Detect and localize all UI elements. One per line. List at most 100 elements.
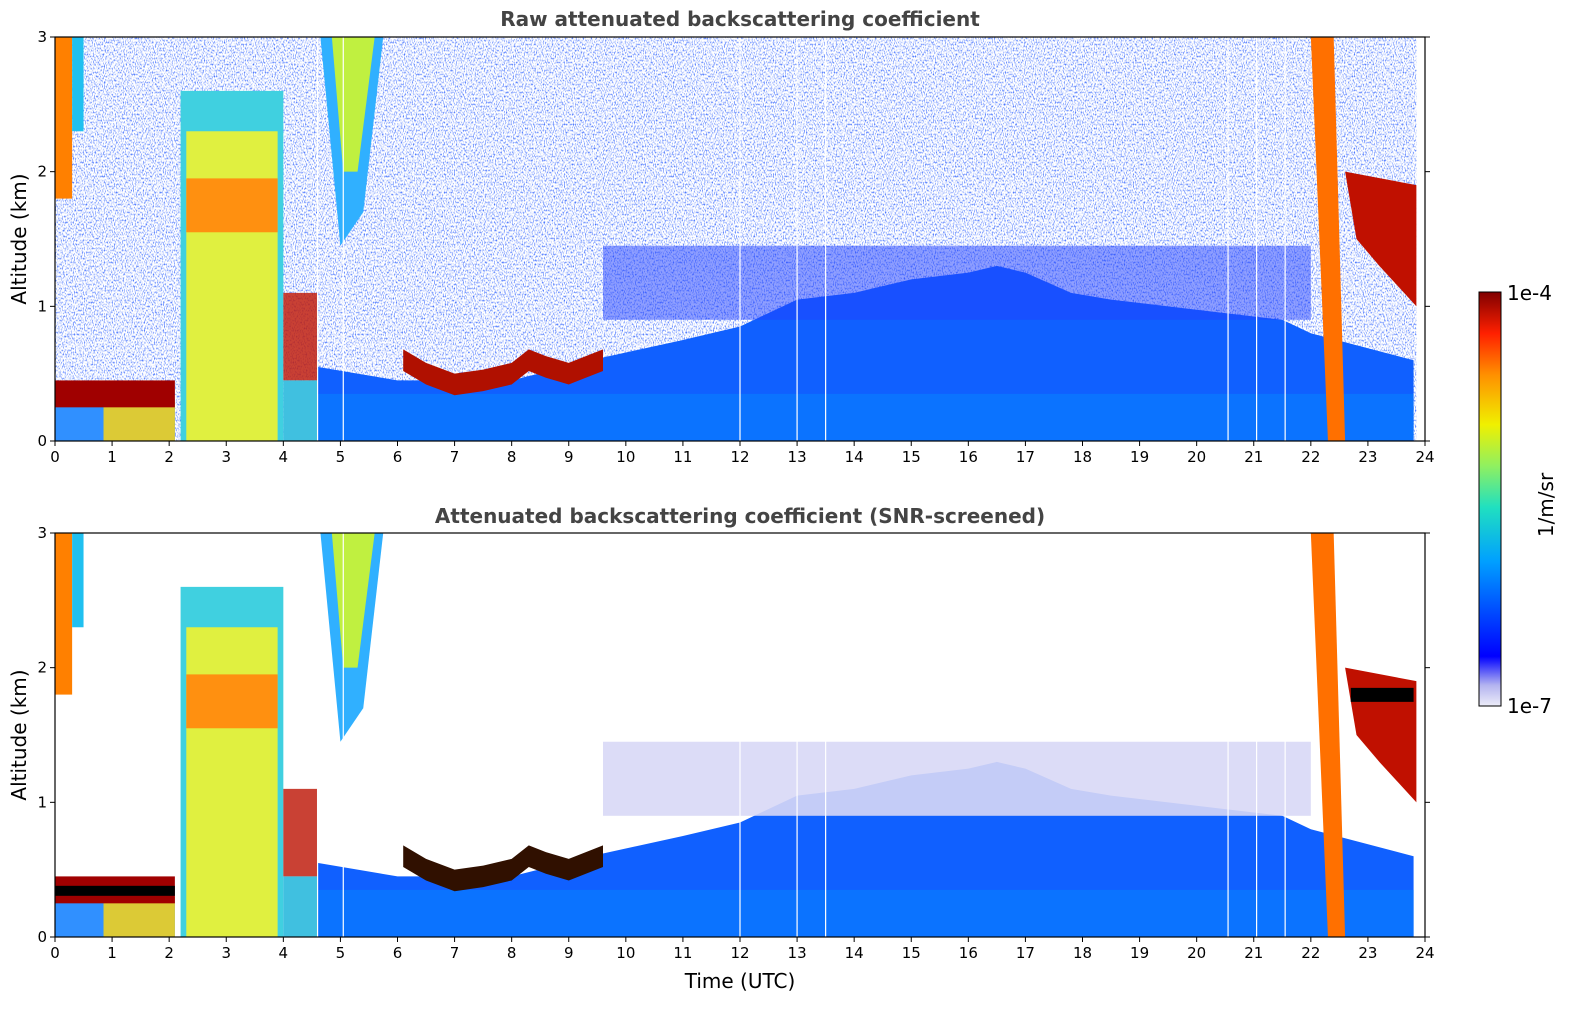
x-tick-label: 14 [845,944,864,962]
x-tick-label: 18 [1073,448,1092,466]
x-tick-label: 0 [50,448,60,466]
x-tick-label: 8 [507,944,517,962]
x-tick-label: 7 [450,944,460,962]
panel1-title: Raw attenuated backscattering coefficien… [500,7,980,31]
x-tick-label: 3 [221,944,231,962]
x-tick-label: 5 [336,944,346,962]
y-tick-label: 1 [37,793,47,811]
cloud-base-layer [186,178,278,233]
x-tick-label: 16 [959,448,978,466]
late-cloud-streak [1310,37,1346,441]
early-high-cloud [55,533,73,695]
x-tick-label: 17 [1016,448,1035,466]
x-tick-label: 11 [673,448,692,466]
rain-column [186,627,278,937]
precipitation [103,400,175,441]
stratocumulus-top [403,349,603,396]
y-tick-label: 1 [37,297,47,315]
y-tick-label: 3 [37,28,47,46]
x-tick-label: 23 [1358,944,1377,962]
raw-backscatter-panel: Raw attenuated backscattering coefficien… [7,7,1435,466]
x-tick-label: 4 [279,944,289,962]
x-tick-label: 24 [1415,944,1434,962]
rain-column [186,131,278,441]
y-tick-label: 3 [37,524,47,542]
early-high-cloud-edge [72,533,84,628]
y-tick-label: 0 [37,928,47,946]
no-data-region [1416,37,1425,441]
panel1-ylabel: Altitude (km) [7,173,31,304]
x-tick-label: 10 [616,448,635,466]
x-tick-label: 11 [673,944,692,962]
x-tick-label: 10 [616,944,635,962]
x-tick-label: 2 [164,448,174,466]
colorbar-min-label: 1e-7 [1507,694,1552,718]
broken-cloud-below [283,876,318,937]
x-tick-label: 13 [788,944,807,962]
late-cloud-layer [1345,171,1417,307]
surface-aerosol [317,393,1414,441]
x-tick-label: 12 [730,944,749,962]
broken-cloud [283,788,318,877]
panel1-heatmap [55,37,1425,441]
x-tick-label: 19 [1130,448,1149,466]
x-tick-label: 3 [221,448,231,466]
colorbar-unit-label: 1/m/sr [1534,472,1558,537]
panel2-ylabel: Altitude (km) [7,669,31,800]
x-tick-label: 9 [564,944,574,962]
panel2-title: Attenuated backscattering coefficient (S… [435,504,1045,528]
x-tick-label: 23 [1358,448,1377,466]
broken-cloud-below [283,380,318,441]
colorbar-gradient [1478,291,1502,707]
early-high-cloud [55,37,73,199]
x-tick-label: 19 [1130,944,1149,962]
y-tick-label: 2 [37,659,47,677]
x-tick-label: 15 [902,448,921,466]
x-tick-label: 14 [845,448,864,466]
late-cloud-core [1350,687,1414,702]
x-tick-label: 13 [788,448,807,466]
x-tick-label: 0 [50,944,60,962]
no-data-region [1416,533,1425,937]
colorbar: 1e-4 1e-7 1/m/sr [1478,281,1558,718]
stratocumulus-top [403,845,603,892]
residual-layer [603,741,1311,816]
x-tick-label: 4 [279,448,289,466]
x-tick-label: 20 [1187,448,1206,466]
x-tick-label: 6 [393,944,403,962]
x-tick-label: 17 [1016,944,1035,962]
x-tick-label: 24 [1415,448,1434,466]
y-tick-label: 2 [37,163,47,181]
x-tick-label: 1 [107,944,117,962]
residual-layer [603,245,1311,320]
x-tick-label: 22 [1301,448,1320,466]
high-cloud-core [331,37,375,172]
cloud-base-layer [186,674,278,729]
high-cloud-core [331,533,375,668]
x-tick-label: 16 [959,944,978,962]
colorbar-max-label: 1e-4 [1507,281,1552,305]
x-tick-label: 21 [1244,448,1263,466]
x-tick-label: 6 [393,448,403,466]
x-tick-label: 8 [507,448,517,466]
screened-backscatter-panel: Attenuated backscattering coefficient (S… [7,504,1435,993]
low-cloud-layer [55,380,175,408]
y-tick-label: 0 [37,432,47,450]
x-tick-label: 2 [164,944,174,962]
x-tick-label: 21 [1244,944,1263,962]
x-tick-label: 15 [902,944,921,962]
broken-cloud [283,292,318,381]
x-tick-label: 20 [1187,944,1206,962]
panel2-xlabel: Time (UTC) [684,969,796,993]
late-cloud-streak [1310,533,1346,937]
early-high-cloud-edge [72,37,84,132]
x-tick-label: 1 [107,448,117,466]
low-cloud-core [55,885,175,896]
x-tick-label: 12 [730,448,749,466]
surface-aerosol [317,889,1414,937]
x-tick-label: 9 [564,448,574,466]
x-tick-label: 22 [1301,944,1320,962]
panel2-heatmap [55,533,1425,937]
x-tick-label: 5 [336,448,346,466]
